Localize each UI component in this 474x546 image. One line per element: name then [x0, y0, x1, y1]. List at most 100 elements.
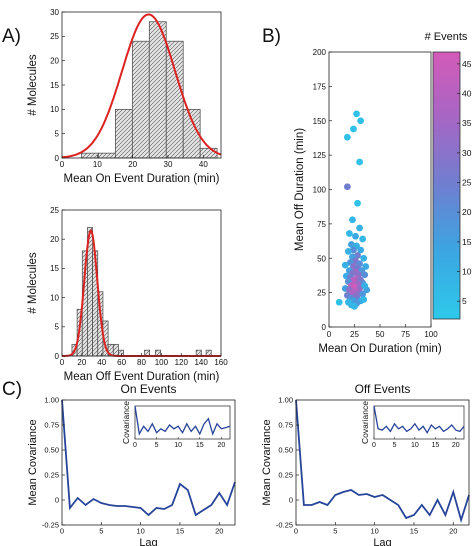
histogram-bar	[115, 108, 133, 159]
x-tick-label: 75	[401, 330, 410, 339]
panel-label-b: B)	[262, 26, 281, 47]
y-tick-label: 0	[55, 496, 59, 505]
colorbar-tick-label: 15	[462, 237, 472, 247]
inset-x-tick-label: 15	[431, 442, 439, 449]
x-tick-label: 20	[128, 160, 137, 169]
x-tick-label: 0	[60, 160, 65, 169]
x-tick-label: 15	[410, 527, 418, 536]
x-tick-label: 5	[99, 527, 103, 536]
y-tick-label: 15	[50, 264, 59, 273]
y-tick-label: -0.25	[276, 521, 293, 530]
on-duration-histogram: 0 10 20 30 40 0 5 10 15 20 25 30 Mean On Event Durat…	[27, 8, 222, 185]
x-tick-label: 0	[294, 527, 298, 536]
y-tick-label: 0.75	[278, 421, 293, 430]
x-tick-label: 120	[175, 358, 189, 367]
colorbar-tick-label: 35	[462, 118, 472, 128]
gaussian-fit-curve	[61, 13, 222, 159]
plot-frame	[295, 399, 470, 526]
on-off-scatter-plot: 0 25 50 75 100 0 25 50 75 100 125 150 175 200 Mean On …	[294, 48, 442, 355]
scatter-point	[360, 296, 368, 303]
x-tick-label: 80	[137, 358, 146, 367]
x-tick-label: 140	[194, 358, 208, 367]
x-tick-label: 25	[350, 330, 359, 339]
scatter-point	[361, 271, 369, 279]
x-tick-label: 40	[97, 358, 106, 367]
x-axis-label: Lag	[373, 537, 391, 546]
scatter-point	[357, 117, 365, 125]
inset-x-tick-label: 20	[452, 442, 460, 449]
scatter-point	[343, 133, 351, 141]
x-tick-label: 50	[376, 330, 385, 339]
y-axis-label: Mean Covariance	[261, 419, 273, 505]
x-tick-label: 5	[333, 527, 337, 536]
inset-covariance-line	[134, 405, 231, 436]
y-tick-label: 25	[50, 32, 59, 41]
scatter-point	[356, 158, 363, 166]
histogram-bar	[112, 343, 119, 357]
plot-frame	[61, 399, 236, 526]
inset-x-tick-label: 0	[372, 442, 376, 449]
x-axis-label: Lag	[139, 537, 157, 546]
colorbar-tick-label: 25	[462, 178, 472, 188]
x-tick-label: 20	[215, 527, 223, 536]
scatter-point	[361, 282, 369, 290]
y-tick-label: 10	[50, 293, 59, 302]
scatter-point	[344, 247, 352, 255]
y-tick-label: 1.00	[44, 396, 59, 405]
y-tick-label: 0.25	[44, 471, 59, 480]
colorbar-title: # Events	[425, 31, 468, 43]
colorbar-tick-label: 10	[462, 267, 472, 277]
y-tick-label: 0	[55, 352, 60, 361]
colorbar-gradient	[432, 51, 461, 320]
y-tick-label: 0.50	[278, 446, 293, 455]
inset-x-tick-label: 10	[174, 442, 182, 449]
x-tick-label: 160	[214, 358, 228, 367]
scatter-point	[354, 252, 361, 259]
x-tick-label: 20	[449, 527, 457, 536]
histogram-bar	[98, 152, 116, 159]
y-tick-label: 25	[50, 206, 59, 215]
x-tick-label: 40	[199, 160, 208, 169]
plot-title: Off Events	[355, 382, 411, 396]
histogram-bar	[165, 40, 184, 159]
y-tick-label: 0.50	[44, 446, 59, 455]
y-tick-label: 75	[317, 220, 326, 229]
inset-x-tick-label: 20	[217, 442, 225, 449]
scatter-point	[348, 241, 355, 248]
y-axis-label: Mean Off Duration (min)	[294, 128, 306, 251]
inset-x-tick-label: 5	[155, 442, 159, 449]
panel-label-c: C)	[2, 379, 22, 400]
x-tick-label: 20	[77, 358, 86, 367]
colorbar: # Events 5 10 15 20 25 30 35 40 45	[425, 31, 472, 320]
x-axis-label: Mean On Event Duration (min)	[64, 173, 220, 185]
scatter-point	[350, 125, 357, 133]
y-axis-label: # Molecules	[27, 54, 39, 116]
y-tick-label: 20	[50, 56, 59, 65]
scatter-point	[351, 302, 358, 310]
y-tick-label: 200	[313, 48, 327, 57]
y-tick-label: 125	[313, 151, 327, 160]
y-tick-label: 0.25	[278, 471, 293, 480]
covariance-line	[61, 399, 236, 517]
scatter-point	[352, 232, 359, 240]
y-tick-label: 5	[55, 129, 60, 138]
y-tick-label: 30	[50, 8, 59, 17]
histogram-bar	[131, 40, 150, 159]
inset-covariance-line	[373, 405, 465, 434]
y-tick-label: 25	[317, 289, 326, 298]
inset-frame	[134, 405, 231, 440]
y-tick-label: 50	[317, 254, 326, 263]
scatter-point	[343, 183, 351, 191]
inset-x-tick-label: 10	[411, 442, 419, 449]
scatter-point	[359, 290, 367, 298]
colorbar-tick-label: 5	[462, 296, 467, 306]
x-tick-label: 0	[60, 527, 64, 536]
inset-y-axis-label: Covariance	[121, 401, 131, 444]
x-tick-label: 15	[176, 527, 184, 536]
y-tick-label: 175	[313, 82, 327, 91]
x-tick-label: 100	[155, 358, 169, 367]
x-axis-label: Mean On Duration (min)	[318, 343, 442, 355]
colorbar-tick-label: 45	[462, 59, 472, 69]
